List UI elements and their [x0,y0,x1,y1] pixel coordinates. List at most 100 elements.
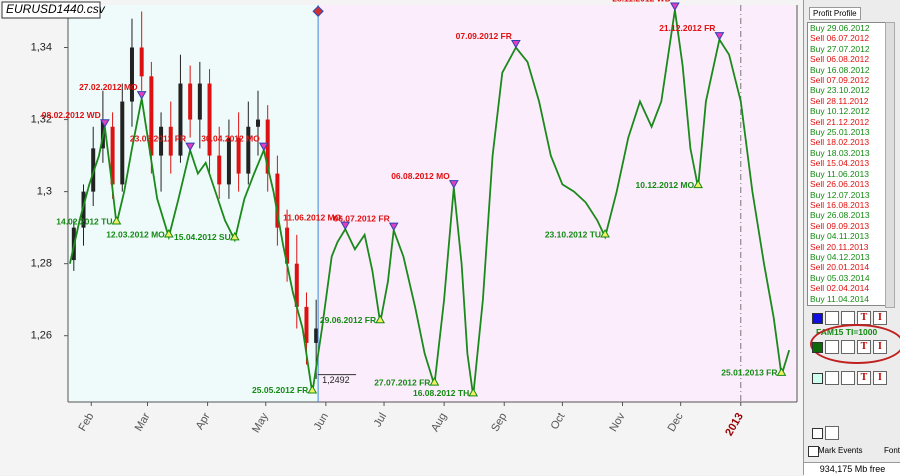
status-bar: 934,175 Mb free [804,462,900,476]
background-after [318,5,797,402]
control-row [812,426,839,440]
event-label: 15.04.2012 SU [174,232,231,242]
event-label: 25.01.2013 FR [721,368,777,378]
trade-item[interactable]: Sell 18.02.2013 [810,137,870,148]
event-label: 11.06.2012 MO [283,212,342,222]
y-tick-label: 1,32 [31,113,52,125]
button[interactable]: I [873,371,887,385]
icon-button[interactable] [841,340,855,354]
trade-item[interactable]: Sell 20.11.2013 [810,241,869,252]
candle-body [304,306,309,343]
buy-marker [429,377,440,386]
button[interactable]: T [857,311,871,325]
button[interactable]: T [857,340,871,354]
candle-body [226,137,231,185]
trade-item[interactable]: Buy 18.03.2013 [810,147,870,158]
buy-marker [693,179,703,189]
sell-marker [714,32,725,41]
button[interactable]: T [857,371,871,385]
event-label: 23.03.2012 FR [130,133,186,143]
candle-body [188,83,193,120]
trade-item[interactable]: Buy 04.11.2013 [810,231,869,242]
trade-item[interactable]: Buy 11.06.2013 [810,168,869,179]
checkbox[interactable] [808,446,819,457]
trade-item[interactable]: Buy 10.12.2012 [810,106,870,117]
event-label: 12.03.2012 MO [106,229,165,239]
trade-item[interactable]: Buy 16.08.2012 [810,64,870,75]
color-swatch[interactable] [812,372,823,384]
trade-item[interactable]: Sell 02.04.2014 [810,283,870,294]
icon-button[interactable] [841,371,855,385]
event-label: 30.04.2012 MO [201,133,260,143]
font-label: Font [884,446,900,455]
candle-body [236,137,241,174]
event-label: 27.02.2012 MO [79,82,138,92]
icon-button[interactable] [825,426,839,440]
buy-marker [111,216,122,225]
scrollbar[interactable] [885,22,895,308]
trade-item[interactable]: Sell 21.12.2012 [810,116,870,127]
icon-button[interactable] [825,311,839,325]
candle-body [159,126,164,156]
icon-button[interactable] [825,371,839,385]
indicator-line [69,9,791,397]
event-label: 21.12.2012 FR [659,23,715,33]
trade-item[interactable]: Sell 16.08.2013 [810,199,870,210]
icon-button[interactable] [825,340,839,354]
trade-item[interactable]: Buy 27.07.2012 [810,43,870,54]
candle-body [149,76,154,156]
button[interactable]: I [873,311,887,325]
trade-list: Buy 29.06.2012 Sell 06.07.2012 Buy 27.07.2… [807,22,888,306]
color-swatch[interactable] [812,312,823,324]
candle-body [139,47,144,77]
buy-marker [375,314,386,324]
buy-marker [468,387,479,397]
icon-button[interactable] [841,311,855,325]
side-panel: Profit Profile Buy 29.06.2012 Sell 06.07.… [803,0,900,476]
event-label: 27.07.2012 FR [374,377,430,387]
trade-item[interactable]: Sell 06.07.2012 [810,33,870,44]
cursor-handle [312,5,324,17]
event-label: 07.09.2012 FR [456,31,512,41]
color-swatch[interactable] [812,341,823,353]
trade-item[interactable]: Buy 12.07.2013 [810,189,870,200]
candle-body [265,119,270,174]
event-label: 06.08.2012 MO [391,171,450,181]
trade-item[interactable]: Buy 25.01.2013 [810,127,870,138]
sell-marker [136,91,147,100]
sell-marker [185,142,196,152]
y-tick-label: 1,26 [31,330,52,342]
trade-item[interactable]: Sell 06.08.2012 [810,54,870,65]
control-row: T I [812,371,887,385]
trade-item[interactable]: Buy 04.12.2013 [810,251,870,262]
trade-item[interactable]: Sell 26.06.2013 [810,179,870,190]
buy-marker [229,231,240,241]
trade-item[interactable]: Buy 26.08.2013 [810,210,870,221]
sell-marker [99,119,110,128]
candle-body [314,328,319,343]
trade-item[interactable]: Buy 05.03.2014 [810,272,870,283]
cursor-price-label: 1,2492 [322,375,350,385]
trade-item[interactable]: Sell 09.09.2013 [810,220,870,231]
button[interactable]: I [873,340,887,354]
y-tick-label: 1,34 [31,41,52,53]
candle-body [178,83,183,156]
candle-body [129,47,134,102]
trade-item[interactable]: Buy 29.06.2012 [810,23,870,33]
trade-item[interactable]: Sell 28.11.2012 [810,95,869,106]
candle-body [168,126,173,156]
event-label: 08.02.2012 WD [42,110,101,120]
candle-body [120,101,125,185]
y-tick-label: 1,3 [37,186,52,198]
trade-item[interactable]: Sell 15.04.2013 [810,158,870,169]
trade-item[interactable]: Buy 23.10.2012 [810,85,870,96]
checkbox[interactable] [812,427,823,439]
tab[interactable]: Profit Profile [809,7,861,20]
buy-marker [600,228,610,238]
candle-body [246,126,251,174]
trade-item[interactable]: Buy 11.04.2014 [810,293,869,304]
title-box [1,1,101,19]
trade-item[interactable]: Sell 20.01.2014 [810,262,870,273]
trade-item[interactable]: Sell 07.09.2012 [810,75,870,86]
